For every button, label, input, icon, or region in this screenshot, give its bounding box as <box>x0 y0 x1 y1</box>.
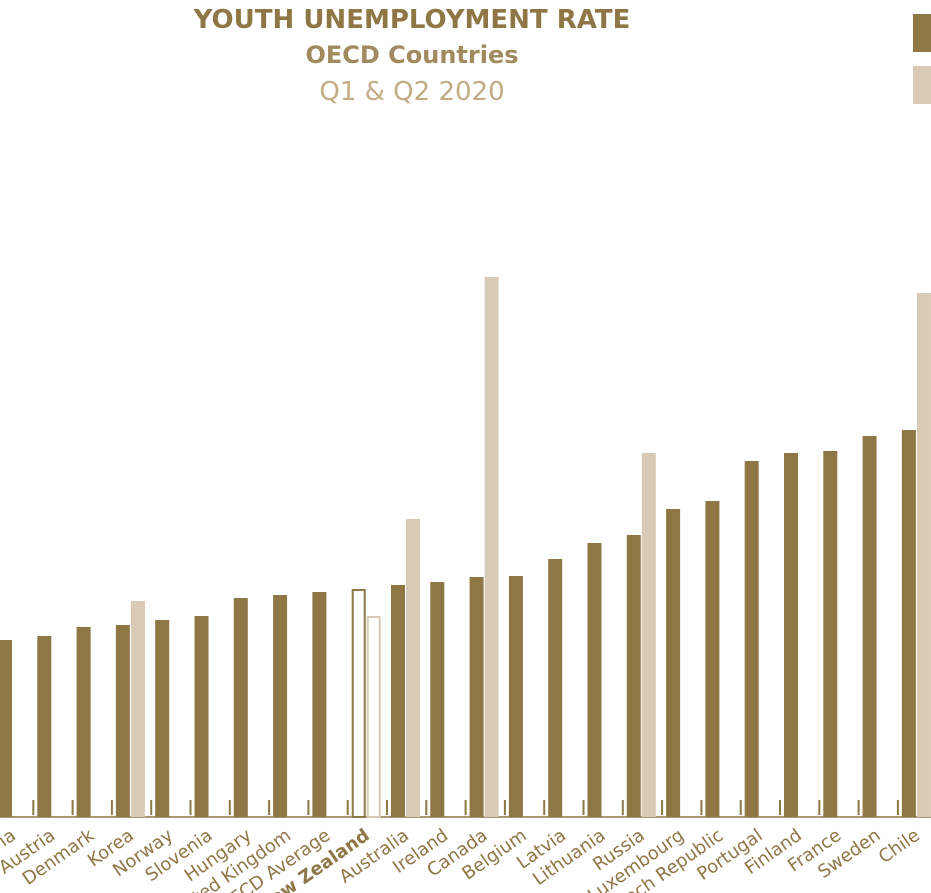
bar <box>233 598 248 817</box>
bar <box>469 577 484 817</box>
bar <box>916 293 931 817</box>
bar <box>273 595 288 817</box>
bar <box>626 535 641 817</box>
bar <box>823 451 838 817</box>
bar <box>312 592 327 817</box>
legend-swatch <box>913 66 931 104</box>
bar <box>130 601 145 817</box>
bar <box>548 559 563 817</box>
chart-period: Q1 & Q2 2020 <box>319 77 504 107</box>
bar <box>641 453 656 817</box>
bar <box>37 636 52 817</box>
bar <box>115 625 130 817</box>
bar <box>744 461 759 817</box>
bar <box>587 543 602 817</box>
bar <box>430 582 445 817</box>
bar <box>155 620 170 817</box>
bar <box>784 453 798 817</box>
bar <box>666 509 681 817</box>
bar <box>351 589 366 818</box>
bar <box>194 616 209 817</box>
bar <box>705 501 720 817</box>
legend-swatch <box>913 14 931 52</box>
bar <box>508 576 523 817</box>
bar <box>901 430 916 817</box>
bar <box>0 640 12 817</box>
bar <box>391 585 405 817</box>
chart-subtitle: OECD Countries <box>305 41 518 69</box>
x-tick-label: Chile <box>875 825 924 868</box>
chart-title: YOUTH UNEMPLOYMENT RATE <box>193 5 631 35</box>
bar <box>862 436 877 817</box>
bar <box>484 277 499 817</box>
bar <box>406 519 420 817</box>
bar <box>366 616 381 818</box>
bar <box>76 627 91 817</box>
